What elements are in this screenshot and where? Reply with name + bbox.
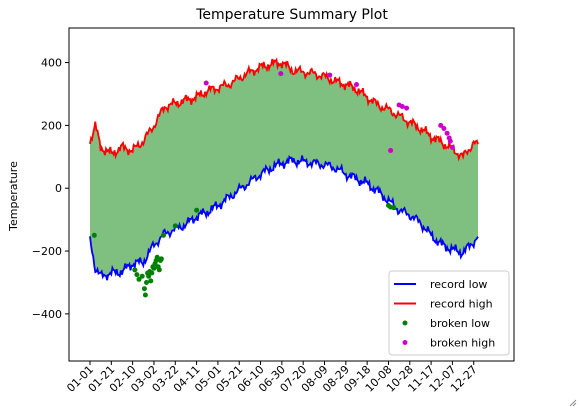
scatter-point-broken-low: [161, 233, 166, 238]
scatter-point-broken-high: [450, 145, 455, 150]
y-tick-label: 0: [55, 182, 62, 195]
scatter-point-broken-low: [144, 280, 149, 285]
scatter-point-broken-high: [388, 148, 393, 153]
scatter-point-broken-high: [204, 81, 209, 86]
scatter-point-broken-high: [445, 131, 450, 136]
scatter-point-broken-low: [159, 256, 164, 261]
legend-label-record-low: record low: [430, 278, 487, 291]
scatter-point-broken-low: [92, 233, 97, 238]
legend-label-broken-high: broken high: [430, 337, 495, 350]
scatter-point-broken-high: [354, 82, 359, 87]
legend-swatch-broken-high: [403, 340, 408, 345]
y-tick-label: 200: [41, 119, 62, 132]
scatter-point-broken-low: [173, 223, 178, 228]
scatter-point-broken-low: [143, 293, 148, 298]
resize-grip-icon[interactable]: [569, 399, 577, 407]
scatter-point-broken-low: [134, 272, 139, 277]
y-tick-label: −400: [32, 308, 62, 321]
y-tick-label: −200: [32, 245, 62, 258]
fill-between-band: [90, 59, 478, 280]
scatter-point-broken-low: [149, 271, 154, 276]
legend: record low record high broken low broken hi…: [389, 271, 509, 355]
scatter-point-broken-low: [142, 286, 147, 291]
legend-label-record-high: record high: [430, 298, 493, 311]
scatter-point-broken-high: [278, 71, 283, 76]
scatter-point-broken-low: [140, 274, 145, 279]
scatter-point-broken-low: [148, 278, 153, 283]
scatter-point-broken-low: [157, 267, 162, 272]
scatter-point-broken-high: [448, 139, 453, 144]
scatter-point-broken-high: [441, 126, 446, 131]
scatter-point-broken-high: [404, 106, 409, 111]
legend-swatch-broken-low: [403, 321, 408, 326]
y-tick-label: 400: [41, 57, 62, 70]
chart-title: Temperature Summary Plot: [195, 7, 388, 23]
scatter-point-broken-low: [194, 208, 199, 213]
legend-label-broken-low: broken low: [430, 317, 490, 330]
scatter-point-broken-low: [391, 205, 396, 210]
scatter-point-broken-low: [132, 267, 137, 272]
y-axis-label: Temperature: [7, 161, 20, 232]
scatter-point-broken-high: [327, 73, 332, 78]
scatter-point-broken-high: [400, 104, 405, 109]
